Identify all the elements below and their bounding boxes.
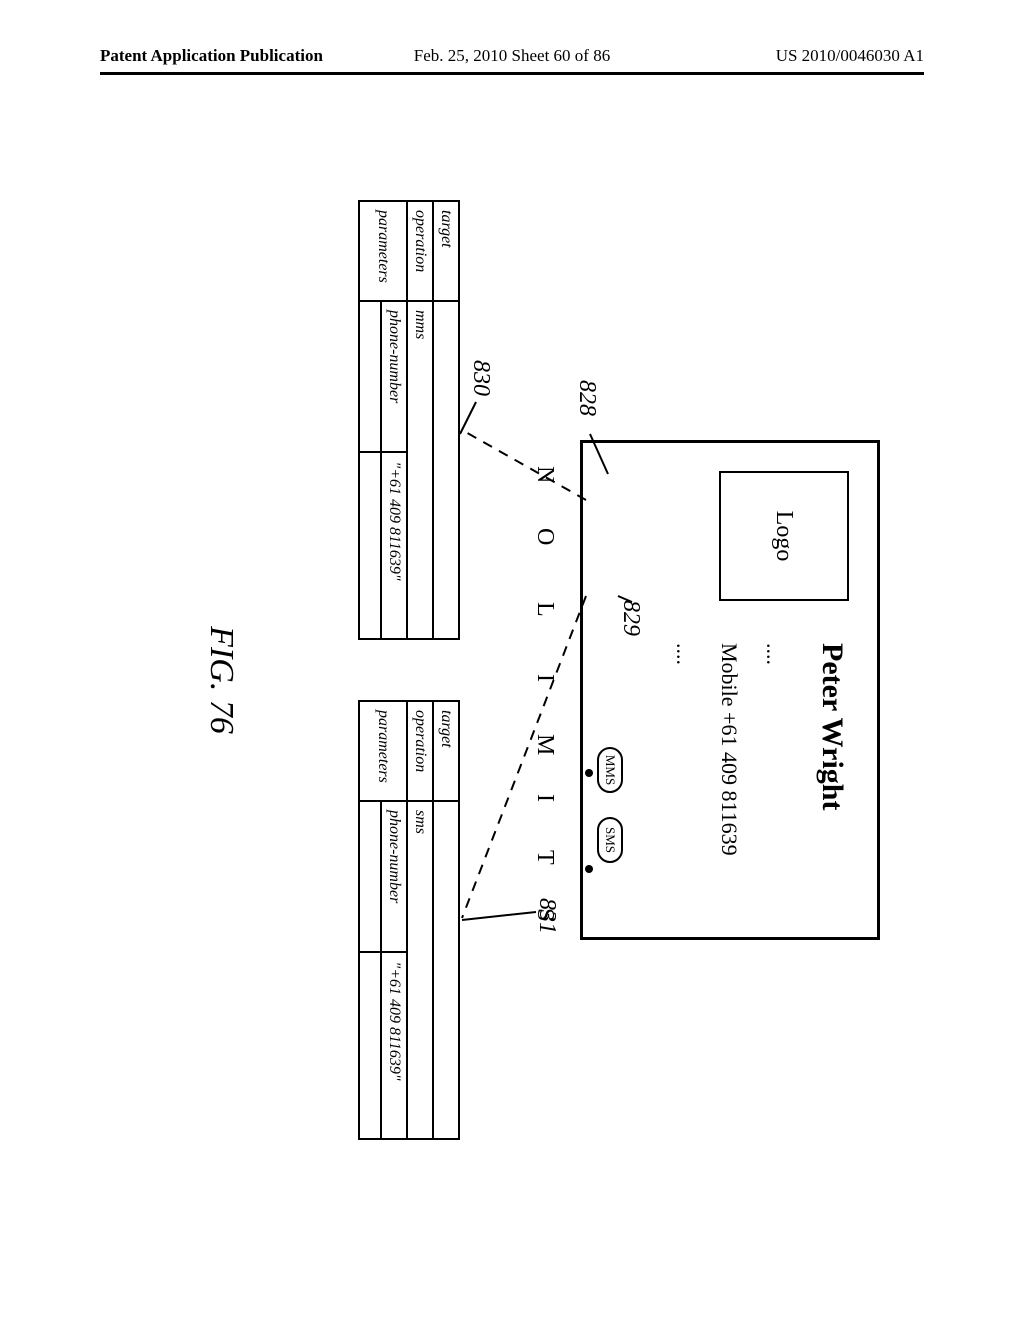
cell-label: operation bbox=[407, 701, 433, 801]
cell-label: target bbox=[433, 701, 459, 801]
idx-0: N bbox=[531, 466, 558, 483]
idx-6: T bbox=[531, 850, 558, 865]
figure-caption: FIG. 76 bbox=[202, 626, 240, 734]
cell-label: parameters bbox=[359, 201, 407, 301]
callout-830: 830 bbox=[467, 360, 494, 396]
idx-1: O bbox=[531, 528, 558, 545]
mms-button[interactable]: MMS bbox=[597, 747, 623, 793]
cell-key: phone-number bbox=[381, 301, 407, 452]
header-right: US 2010/0046030 A1 bbox=[776, 46, 924, 66]
table-row: parameters phone-number "+61 409 811639" bbox=[381, 201, 407, 639]
cell-label: target bbox=[433, 201, 459, 301]
cell-empty bbox=[359, 952, 381, 1139]
cell-value bbox=[433, 301, 459, 639]
callout-831: 831 bbox=[533, 898, 560, 934]
idx-2: L bbox=[531, 602, 558, 617]
idx-4: M bbox=[531, 734, 558, 755]
cell-empty bbox=[359, 801, 381, 952]
figure-container: Logo Peter Wright .... Mobile +61 409 81… bbox=[140, 170, 880, 1190]
dash-right bbox=[462, 596, 586, 918]
card-name: Peter Wright bbox=[815, 643, 849, 810]
mms-link-dot bbox=[585, 769, 593, 777]
cell-value: sms bbox=[407, 801, 433, 1139]
lead-830 bbox=[460, 402, 476, 434]
business-card: Logo Peter Wright .... Mobile +61 409 81… bbox=[580, 440, 880, 940]
logo-label: Logo bbox=[771, 511, 798, 562]
lead-831 bbox=[462, 912, 536, 920]
callout-828: 828 bbox=[573, 380, 600, 416]
cell-empty bbox=[359, 301, 381, 452]
sms-link-dot bbox=[585, 865, 593, 873]
cell-value: mms bbox=[407, 301, 433, 639]
table-row: target bbox=[433, 701, 459, 1139]
card-dots2: .... bbox=[671, 643, 697, 665]
card-phone: Mobile +61 409 811639 bbox=[716, 643, 742, 856]
idx-3: I bbox=[531, 674, 558, 682]
table-row: parameters phone-number "+61 409 811639" bbox=[381, 701, 407, 1139]
cell-value bbox=[433, 801, 459, 1139]
mms-table: target operation mms parameters phone-nu… bbox=[358, 200, 460, 640]
table-row: operation sms bbox=[407, 701, 433, 1139]
cell-value: "+61 409 811639" bbox=[381, 952, 407, 1139]
table-row: operation mms bbox=[407, 201, 433, 639]
cell-value: "+61 409 811639" bbox=[381, 452, 407, 639]
sms-button[interactable]: SMS bbox=[597, 817, 623, 863]
header-rule bbox=[100, 72, 924, 75]
card-dots1: .... bbox=[761, 643, 787, 665]
cell-label: operation bbox=[407, 201, 433, 301]
dash-left bbox=[462, 430, 586, 500]
table-row: target bbox=[433, 201, 459, 639]
cell-empty bbox=[359, 452, 381, 639]
header-center: Feb. 25, 2010 Sheet 60 of 86 bbox=[414, 46, 610, 66]
callout-829: 829 bbox=[617, 600, 644, 636]
logo-box: Logo bbox=[719, 471, 849, 601]
idx-5: I bbox=[531, 794, 558, 802]
cell-label: parameters bbox=[359, 701, 407, 801]
sms-table: target operation sms parameters phone-nu… bbox=[358, 700, 460, 1140]
header-left: Patent Application Publication bbox=[100, 46, 323, 66]
cell-key: phone-number bbox=[381, 801, 407, 952]
